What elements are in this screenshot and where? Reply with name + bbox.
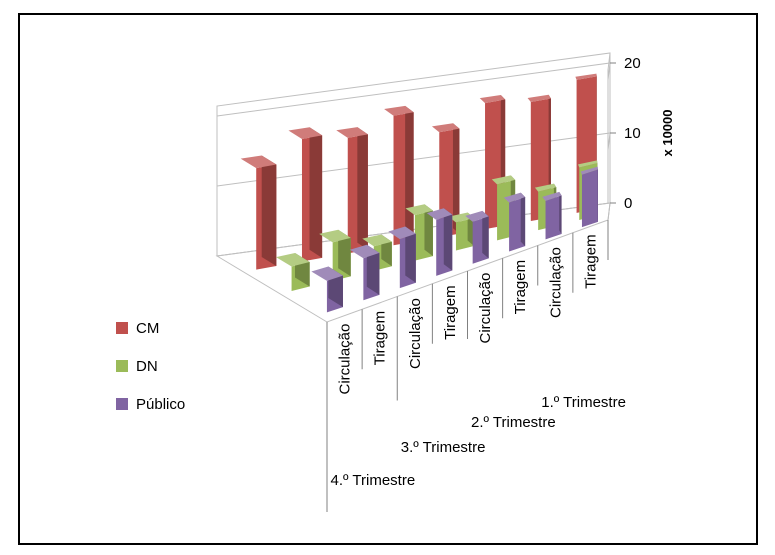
bar-side-face xyxy=(559,191,562,235)
legend-swatch xyxy=(116,360,128,372)
legend-swatch xyxy=(116,322,128,334)
bar-top-face xyxy=(479,94,506,104)
bar-Público-1 xyxy=(311,266,343,313)
category-label: Tiragem xyxy=(512,260,529,314)
axis-unit-label: x 10000 xyxy=(660,110,675,157)
bar-top-face xyxy=(240,155,277,169)
category-label: Circulação xyxy=(337,324,354,395)
bar-side-face xyxy=(482,210,489,259)
bar-side-face xyxy=(405,226,416,283)
bar-Público-8 xyxy=(580,166,598,228)
bar-side-face xyxy=(520,192,526,247)
bar-side-face xyxy=(338,229,351,277)
bar-top-face xyxy=(276,253,310,267)
bar-side-face xyxy=(366,244,380,295)
bar-side-face xyxy=(405,105,414,242)
bar-top-face xyxy=(288,127,323,139)
legend-label: Público xyxy=(136,396,185,413)
bar-side-face xyxy=(261,155,277,267)
bar-top-face xyxy=(426,208,453,220)
bar-Público-7 xyxy=(542,191,562,240)
legend-label: CM xyxy=(136,320,159,337)
bar-side-face xyxy=(424,204,433,257)
category-label: Circulação xyxy=(407,298,424,369)
bar-top-face xyxy=(349,244,380,259)
bar-top-face xyxy=(384,105,414,116)
group-label: 2.º Trimestre xyxy=(471,414,556,431)
y-tick-label: 20 xyxy=(624,55,641,72)
category-label: Circulação xyxy=(477,273,494,344)
legend-label: DN xyxy=(136,358,158,375)
bar-side-face xyxy=(443,208,453,271)
bar-front-face xyxy=(545,195,562,240)
bar-top-face xyxy=(578,160,598,168)
bar-top-face xyxy=(575,73,597,80)
bar-side-face xyxy=(452,123,460,234)
legend-swatch xyxy=(116,398,128,410)
category-label: Circulação xyxy=(547,247,564,318)
group-label: 4.º Trimestre xyxy=(331,472,416,489)
bar-top-face xyxy=(311,266,343,281)
group-label: 3.º Trimestre xyxy=(401,439,486,456)
bar-top-face xyxy=(491,175,516,185)
y-tick-label: 10 xyxy=(624,125,641,142)
category-label: Tiragem xyxy=(372,311,389,365)
bar-top-face xyxy=(580,166,598,175)
y-axis-ticks: 0 10 20 xyxy=(610,55,641,212)
bar-top-face xyxy=(362,234,392,247)
bar-CM-2 xyxy=(288,127,323,262)
bar-Público-2 xyxy=(349,244,380,301)
bar-top-face xyxy=(431,123,460,133)
bar-top-face xyxy=(388,226,416,240)
bars xyxy=(240,73,598,313)
bar-Público-4 xyxy=(426,208,453,276)
bar-Público-3 xyxy=(388,226,416,289)
group-label: 1.º Trimestre xyxy=(541,394,626,411)
bar-top-face xyxy=(465,210,489,222)
bar-DN-5 xyxy=(448,212,475,251)
bar-top-face xyxy=(527,94,551,103)
category-label: Tiragem xyxy=(582,234,599,288)
y-tick-label: 0 xyxy=(624,195,632,212)
category-label: Tiragem xyxy=(442,285,459,339)
legend: CM DN Público xyxy=(116,320,185,413)
category-axis: Circulação Tiragem Circulação Tiragem Circul… xyxy=(326,220,626,512)
bar-top-face xyxy=(542,191,562,201)
bar-DN-4 xyxy=(405,204,433,261)
bar-front-face xyxy=(581,169,598,228)
bar-top-face xyxy=(405,204,433,216)
chart-frame: 0 10 20 x 10000 Circulação Tiragem Circulaçã… xyxy=(18,13,758,545)
bar-side-face xyxy=(357,127,368,250)
bar-top-face xyxy=(319,229,351,243)
bar-top-face xyxy=(503,192,526,203)
bar-top-face xyxy=(534,183,557,192)
bar-CM-3 xyxy=(336,127,368,254)
bar-top-face xyxy=(448,212,475,223)
bar-Público-6 xyxy=(503,192,526,252)
bar-DN-1 xyxy=(276,253,310,292)
bar-top-face xyxy=(336,127,368,138)
bar-Público-5 xyxy=(465,210,489,264)
bar-side-face xyxy=(309,127,323,258)
bar-DN-2 xyxy=(319,229,351,281)
bar-CM-1 xyxy=(240,155,277,270)
